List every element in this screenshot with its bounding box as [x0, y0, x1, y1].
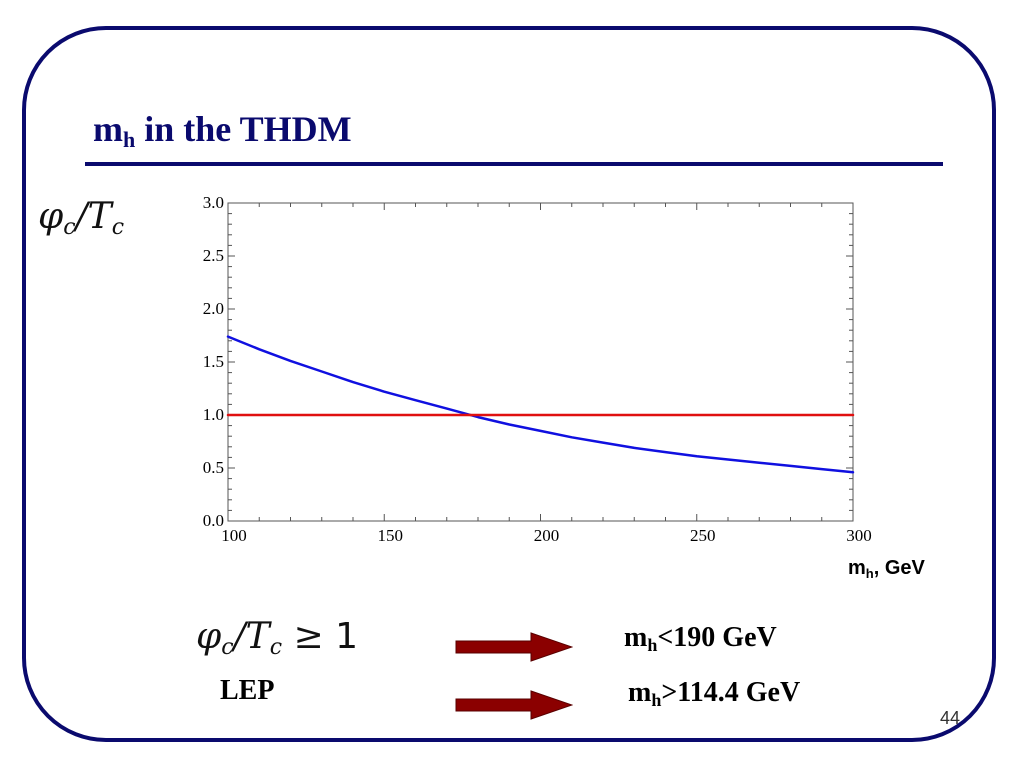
y-label-sub2: c [111, 215, 125, 240]
title-underline [85, 162, 943, 166]
x-axis-label: mh, GeV [848, 557, 925, 581]
x-tick-label: 200 [534, 526, 560, 545]
y-label-sub: c [63, 215, 76, 240]
y-axis-label: φc/Tc [38, 196, 124, 240]
condition-sub2: c [269, 635, 283, 660]
result-lower-bound: mh>114.4 GeV [628, 677, 800, 711]
condition-relation: ≥ [282, 616, 336, 657]
x-tick-label: 300 [846, 526, 872, 545]
result-upper-bound: mh<190 GeV [624, 622, 777, 656]
result-1-rest: <190 GeV [657, 622, 777, 653]
result-2-main: m [628, 677, 652, 708]
title-subscript: h [123, 127, 136, 152]
plot-frame [227, 202, 854, 522]
y-tick-label: 1.5 [203, 352, 224, 371]
y-label-symbol: φ [38, 196, 64, 237]
result-1-sub: h [647, 635, 658, 655]
arrow-right-icon [455, 690, 573, 720]
condition-sub: c [221, 635, 234, 660]
slide-title: mh in the THDM [93, 108, 352, 153]
condition-symbol: φ [196, 616, 222, 657]
x-tick-label: 250 [690, 526, 716, 545]
x-tick-label: 100 [221, 526, 247, 545]
arrow-right-icon [455, 632, 573, 662]
condition-slash: /T [233, 616, 270, 657]
slide-number: 44 [940, 708, 961, 728]
slide-frame [22, 26, 996, 742]
blue-curve [226, 335, 855, 474]
x-label-rest: , GeV [873, 557, 925, 579]
y-tick-label: 2.5 [203, 246, 224, 265]
y-label-slash: /T [75, 196, 112, 237]
y-tick-label: 0.5 [203, 458, 224, 477]
x-label-sub: h [865, 566, 874, 581]
x-label-main: m [848, 557, 866, 579]
result-2-rest: >114.4 GeV [661, 677, 801, 708]
result-1-main: m [624, 622, 648, 653]
y-tick-label: 3.0 [203, 193, 224, 212]
title-main: m [93, 109, 123, 149]
condition-value: 1 [335, 616, 358, 657]
y-tick-label: 2.0 [203, 299, 224, 318]
title-rest: in the THDM [135, 109, 352, 149]
y-tick-label: 1.0 [203, 405, 224, 424]
x-tick-label: 150 [378, 526, 404, 545]
y-tick-label: 0.0 [203, 511, 224, 530]
result-2-sub: h [651, 690, 662, 710]
lep-label: LEP [220, 675, 275, 706]
condition-expression: φc/Tc ≥ 1 [196, 616, 358, 660]
